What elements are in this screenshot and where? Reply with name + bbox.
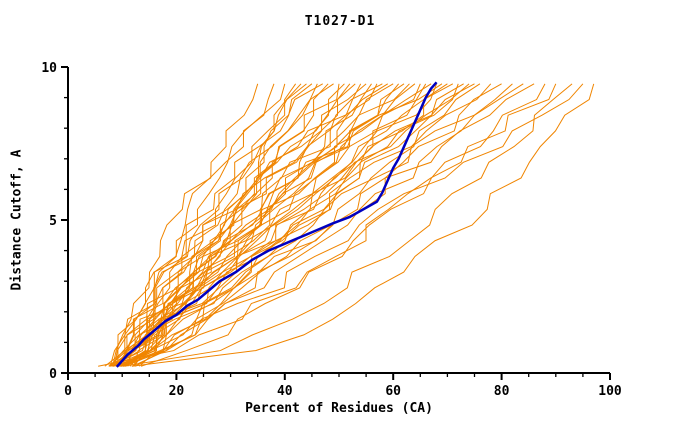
model-curve-0 [112, 83, 259, 367]
x-axis-label: Percent of Residues (CA) [245, 401, 433, 416]
model-curve-25 [124, 83, 416, 367]
model-curve-26 [114, 83, 421, 367]
model-curve-30 [118, 83, 443, 367]
model-curve-28 [109, 83, 432, 367]
model-curve-43 [140, 83, 546, 367]
model-curve-6 [117, 83, 313, 367]
model-curve-45 [122, 83, 573, 367]
model-curve-34 [116, 83, 464, 367]
x-tick-label: 20 [169, 384, 185, 399]
model-curve-18 [116, 83, 378, 367]
highlighted-model-curve [115, 81, 438, 368]
model-curve-33 [124, 83, 459, 367]
model-curve-20 [109, 83, 389, 367]
model-curve-21 [120, 83, 394, 367]
y-tick-label: 10 [41, 61, 57, 76]
x-tick-label: 60 [385, 384, 401, 399]
model-curve-37 [122, 83, 481, 367]
model-curve-22 [118, 83, 400, 367]
model-curve-47 [131, 83, 595, 367]
model-curve-46 [112, 83, 584, 367]
x-tick-label: 80 [494, 384, 510, 399]
chart-title: T1027-D1 [304, 14, 376, 29]
model-curve-44 [98, 83, 557, 367]
model-curve-24 [110, 83, 410, 367]
x-tick-label: 100 [598, 384, 622, 399]
model-curve-35 [125, 83, 470, 367]
x-tick-label: 0 [64, 384, 72, 399]
model-curve-16 [108, 83, 367, 367]
y-tick-label: 0 [49, 367, 57, 382]
x-tick-label: 40 [277, 384, 293, 399]
model-curve-40 [108, 83, 513, 367]
model-curve-41 [121, 83, 524, 367]
model-curve-31 [135, 83, 448, 367]
model-curve-29 [120, 83, 438, 367]
y-tick-label: 5 [49, 214, 57, 229]
